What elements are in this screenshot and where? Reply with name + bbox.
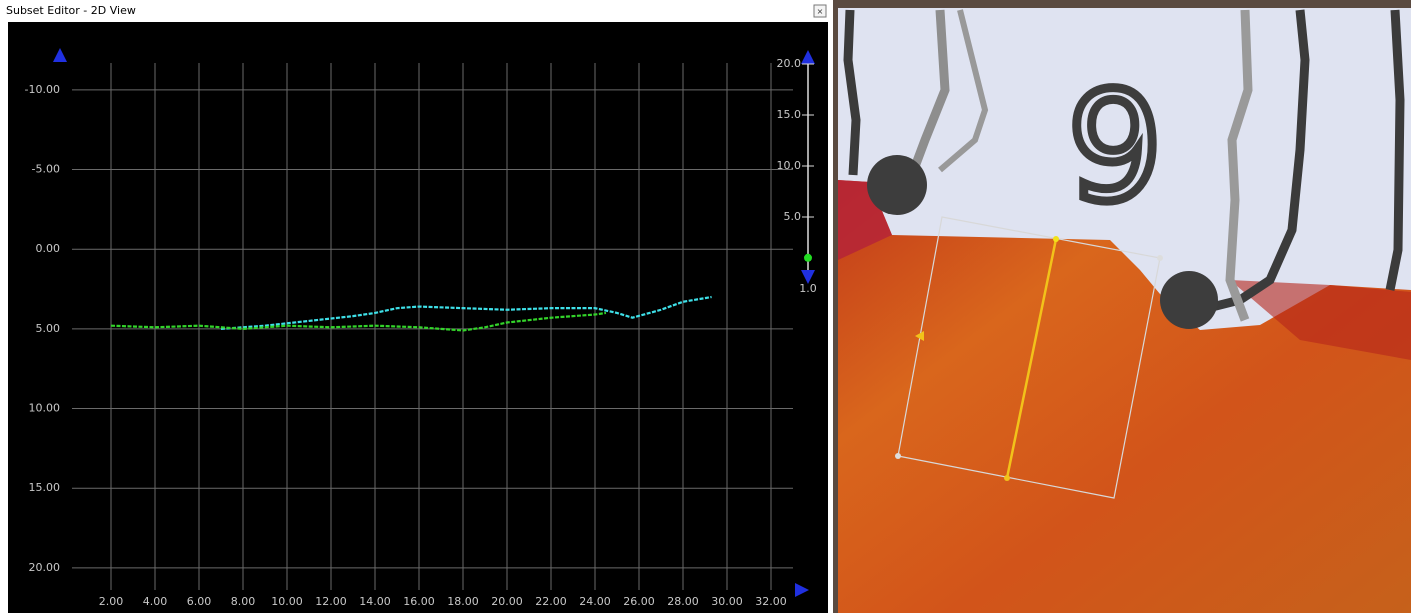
x-tick-label: 10.00 bbox=[271, 595, 303, 608]
x-tick-label: 18.00 bbox=[447, 595, 479, 608]
scale-tick-label: 5.0 bbox=[784, 210, 802, 223]
handle[interactable] bbox=[1157, 255, 1163, 261]
x-tick-label: 24.00 bbox=[579, 595, 611, 608]
marker bbox=[1160, 271, 1218, 329]
x-tick-label: 14.00 bbox=[359, 595, 391, 608]
page: Subset Editor - 2D View × 2.00 4.00 6.00 8.… bbox=[0, 0, 1411, 613]
screen: Subset Editor - 2D View × 2.00 4.00 6.00 8.… bbox=[0, 0, 1411, 613]
scale-tick-label: 15.0 bbox=[777, 108, 802, 121]
x-tick-label: 8.00 bbox=[231, 595, 256, 608]
x-tick-label: 26.00 bbox=[623, 595, 655, 608]
y-tick-label: 10.00 bbox=[29, 402, 61, 415]
y-tick-label: -10.00 bbox=[25, 83, 60, 96]
y-tick-label: 5.00 bbox=[36, 322, 61, 335]
x-tick-label: 4.00 bbox=[143, 595, 168, 608]
plot-background bbox=[8, 22, 828, 613]
scale-tick-label: 20.0 bbox=[777, 57, 802, 70]
y-tick-label: 20.00 bbox=[29, 561, 61, 574]
x-tick-label: 12.00 bbox=[315, 595, 347, 608]
handle[interactable] bbox=[1004, 475, 1010, 481]
close-icon: × bbox=[817, 7, 824, 16]
scale-tick-label: 10.0 bbox=[777, 159, 802, 172]
x-tick-label: 22.00 bbox=[535, 595, 567, 608]
map-view: 9 bbox=[833, 0, 1411, 613]
x-tick-label: 20.00 bbox=[491, 595, 523, 608]
scale-value-label: 1.0 bbox=[799, 282, 817, 295]
y-tick-label: 15.00 bbox=[29, 481, 61, 494]
x-tick-label: 16.00 bbox=[403, 595, 435, 608]
x-tick-label: 6.00 bbox=[187, 595, 212, 608]
y-tick-label: -5.00 bbox=[32, 163, 60, 176]
x-tick-label: 28.00 bbox=[667, 595, 699, 608]
marker bbox=[867, 155, 927, 215]
handle[interactable] bbox=[1053, 236, 1059, 242]
map-label: 9 bbox=[1067, 61, 1162, 235]
x-tick-label: 32.00 bbox=[755, 595, 787, 608]
x-tick-label: 30.00 bbox=[711, 595, 743, 608]
scale-value bbox=[804, 254, 812, 262]
window-title: Subset Editor - 2D View bbox=[6, 4, 136, 17]
handle[interactable] bbox=[895, 453, 901, 459]
x-tick-label: 2.00 bbox=[99, 595, 124, 608]
y-tick-label: 0.00 bbox=[36, 242, 61, 255]
